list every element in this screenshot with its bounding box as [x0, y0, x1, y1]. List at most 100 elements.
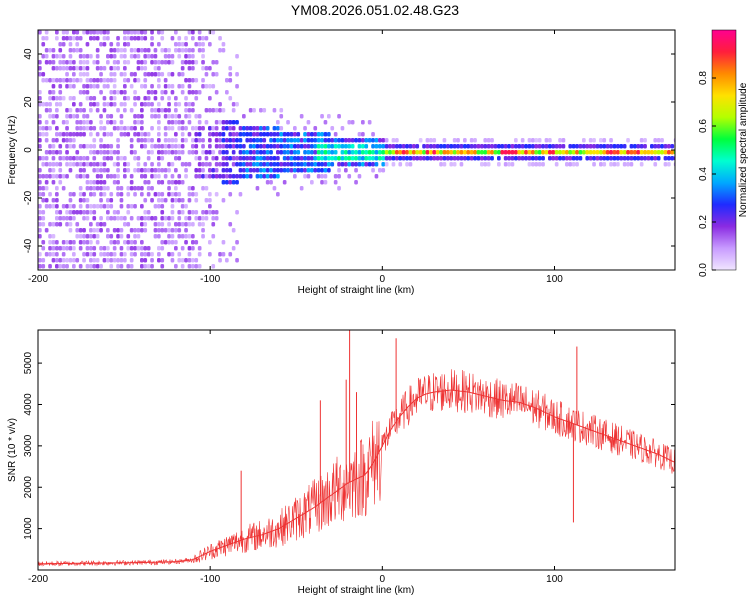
heat-cell [130, 204, 134, 209]
heat-cell [62, 96, 66, 101]
heat-cell [177, 126, 181, 131]
heat-cell [106, 54, 110, 59]
heat-cell [235, 54, 239, 59]
heat-cell [65, 30, 69, 35]
heat-cell [667, 156, 671, 161]
heat-cell [507, 150, 511, 155]
heat-cell [48, 174, 52, 179]
heat-cell [317, 174, 321, 179]
heat-cell [623, 144, 627, 149]
heat-cell [262, 126, 266, 131]
heat-cell [89, 102, 93, 107]
heat-cell [157, 192, 161, 197]
heat-cell [225, 90, 229, 95]
heat-cell [75, 132, 79, 137]
colorbar-tick-label: 0.2 [698, 215, 709, 229]
heat-cell [79, 126, 83, 131]
heat-cell [368, 162, 372, 167]
heat-cell [194, 168, 198, 173]
y-tick-label: 0 [23, 147, 34, 153]
heat-cell [341, 126, 345, 131]
heat-cell [429, 138, 433, 143]
heat-cell [313, 156, 317, 161]
heat-cell [65, 204, 69, 209]
heat-cell [174, 138, 178, 143]
heat-cell [392, 162, 396, 167]
heat-cell [310, 138, 314, 143]
heat-cell [69, 36, 73, 41]
heat-cell [154, 96, 158, 101]
heat-cell [106, 198, 110, 203]
heat-cell [92, 78, 96, 83]
heat-cell [167, 60, 171, 65]
heat-cell [96, 204, 100, 209]
heat-cell [123, 168, 127, 173]
heat-cell [171, 126, 175, 131]
heat-cell [133, 168, 137, 173]
heat-cell [327, 114, 331, 119]
heat-cell [585, 156, 589, 161]
heat-cell [184, 240, 188, 245]
heat-cell [541, 150, 545, 155]
heat-cell [58, 42, 62, 47]
heat-cell [273, 186, 277, 191]
heat-cell [422, 144, 426, 149]
heat-cell [38, 174, 42, 179]
heat-cell [171, 54, 175, 59]
heat-cell [191, 126, 195, 131]
heat-cell [647, 150, 651, 155]
heat-cell [674, 150, 678, 155]
heat-cell [133, 132, 137, 137]
heat-cell [198, 90, 202, 95]
heat-cell [72, 144, 76, 149]
heat-cell [75, 258, 79, 263]
heat-cell [262, 108, 266, 113]
heat-cell [133, 156, 137, 161]
heat-cell [205, 162, 209, 167]
heat-cell [126, 36, 130, 41]
heat-cell [62, 30, 66, 35]
heat-cell [55, 138, 59, 143]
heat-cell [232, 156, 236, 161]
heat-cell [351, 144, 355, 149]
heat-cell [82, 108, 86, 113]
heat-cell [86, 90, 90, 95]
heat-cell [123, 84, 127, 89]
heat-cell [361, 156, 365, 161]
heat-cell [69, 114, 73, 119]
heat-cell [82, 144, 86, 149]
heat-cell [211, 126, 215, 131]
heat-cell [126, 222, 130, 227]
heat-cell [69, 66, 73, 71]
heat-cell [150, 138, 154, 143]
heat-cell [361, 132, 365, 137]
heat-cell [256, 168, 260, 173]
heat-cell [79, 168, 83, 173]
heat-cell [191, 54, 195, 59]
heat-cell [99, 138, 103, 143]
heat-cell [252, 138, 256, 143]
heat-cell [385, 150, 389, 155]
heat-cell [75, 234, 79, 239]
heat-cell [184, 204, 188, 209]
heat-cell [106, 78, 110, 83]
heat-cell [137, 96, 141, 101]
heat-cell [303, 144, 307, 149]
heat-cell [534, 138, 538, 143]
heat-cell [58, 174, 62, 179]
heat-cell [157, 198, 161, 203]
heat-cell [568, 150, 572, 155]
heat-cell [191, 36, 195, 41]
heat-cell [96, 84, 100, 89]
heat-cell [266, 126, 270, 131]
heat-cell [364, 138, 368, 143]
heat-cell [613, 156, 617, 161]
heat-cell [330, 162, 334, 167]
heat-cell [337, 174, 341, 179]
heat-cell [232, 180, 236, 185]
heat-cell [89, 234, 93, 239]
heat-cell [283, 144, 287, 149]
heat-cell [191, 108, 195, 113]
heat-cell [89, 96, 93, 101]
heat-cell [293, 156, 297, 161]
